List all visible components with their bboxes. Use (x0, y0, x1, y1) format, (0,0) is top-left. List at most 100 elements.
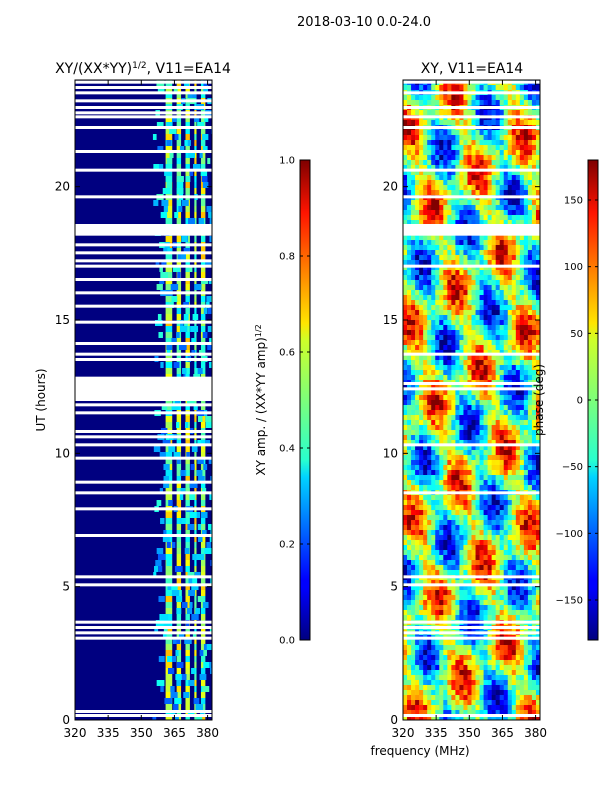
phase-cell (459, 510, 464, 516)
phase-cell (415, 505, 420, 511)
phase-cell (463, 570, 468, 576)
phase-cell (535, 295, 540, 301)
phase-cell (495, 350, 501, 356)
phase-cell (411, 365, 416, 371)
phase-cell (471, 235, 476, 241)
phase-cell (503, 335, 509, 341)
phase-cell (495, 285, 501, 291)
phase-cell (435, 110, 440, 116)
phase-cell (423, 85, 428, 91)
phase-cell (507, 400, 513, 406)
phase-cell (523, 300, 529, 306)
phase-cell (495, 340, 501, 346)
phase-cell (483, 540, 488, 546)
phase-cell (451, 135, 456, 141)
phase-cell (439, 145, 444, 151)
phase-cell (427, 370, 432, 376)
phase-cell (479, 190, 484, 196)
amp-cell (176, 218, 182, 224)
phase-cell (511, 305, 517, 311)
phase-cell (439, 365, 444, 371)
amp-cell (165, 92, 173, 98)
phase-cell (435, 420, 440, 426)
phase-cell (487, 430, 492, 436)
phase-cell (511, 655, 517, 661)
phase-cell (523, 450, 529, 456)
phase-cell (491, 585, 496, 591)
phase-cell (535, 505, 540, 511)
phase-cell (523, 140, 529, 146)
amp-cell (184, 140, 188, 146)
amp-cell (200, 92, 206, 98)
amp-cell (177, 182, 184, 188)
phase-cell (419, 450, 424, 456)
phase-cell (499, 325, 505, 331)
phase-cell (475, 495, 480, 501)
phase-cell (427, 595, 432, 601)
phase-cell (503, 500, 509, 506)
phase-cell (411, 565, 416, 571)
phase-cell (491, 190, 496, 196)
amp-cell (203, 308, 208, 314)
phase-cell (423, 150, 428, 156)
phase-cell (515, 475, 521, 481)
phase-cell (475, 210, 480, 216)
phase-cell (459, 270, 464, 276)
phase-cell (419, 180, 424, 186)
phase-cell (483, 565, 488, 571)
phase-cell (451, 315, 456, 321)
phase-cell (463, 610, 468, 616)
phase-cell (531, 110, 537, 116)
amp-cell (181, 602, 188, 608)
phase-cell (407, 215, 412, 221)
phase-cell (519, 495, 525, 501)
amp-cell (166, 140, 172, 146)
phase-cell (407, 435, 412, 441)
phase-cell (411, 330, 416, 336)
phase-cell (463, 260, 468, 266)
phase-cell (451, 300, 456, 306)
amp-cell (201, 488, 207, 494)
phase-cell (487, 325, 492, 331)
phase-cell (527, 460, 533, 466)
phase-cell (499, 185, 505, 191)
phase-cell (479, 595, 484, 601)
phase-cell (507, 655, 513, 661)
amp-cell (165, 692, 173, 698)
phase-cell (479, 285, 484, 291)
phase-cell (443, 140, 448, 146)
phase-cell (491, 555, 496, 561)
amp-colorbar-gradient (300, 160, 310, 640)
phase-cell (515, 275, 521, 281)
phase-cell (503, 505, 509, 511)
phase-cell (435, 555, 440, 561)
phase-cell (423, 400, 428, 406)
phase-cell (427, 615, 432, 621)
phase-cell (431, 275, 436, 281)
phase-cell (407, 580, 412, 586)
phase-cell (519, 255, 525, 261)
phase-cell (419, 95, 424, 101)
phase-cell (411, 555, 416, 561)
phase-cell (439, 255, 444, 261)
phase-cell (439, 550, 444, 556)
amp-cell (186, 452, 190, 458)
amp-cell (176, 236, 182, 242)
phase-cell (499, 480, 505, 486)
phase-cell (507, 520, 513, 526)
phase-cell (439, 350, 444, 356)
phase-cell (403, 425, 408, 431)
phase-cell (463, 305, 468, 311)
figure-suptitle: 2018-03-10 0.0-24.0 (297, 15, 431, 30)
amp-cell (202, 686, 210, 692)
phase-cell (507, 160, 513, 166)
phase-cell (495, 440, 501, 446)
phase-cell (403, 150, 408, 156)
phase-cell (435, 395, 440, 401)
amp-cell (186, 608, 193, 614)
phase-cell (463, 340, 468, 346)
phase-cell (435, 130, 440, 136)
phase-cell (435, 495, 440, 501)
phase-cell (415, 660, 420, 666)
phase-cell (411, 595, 416, 601)
